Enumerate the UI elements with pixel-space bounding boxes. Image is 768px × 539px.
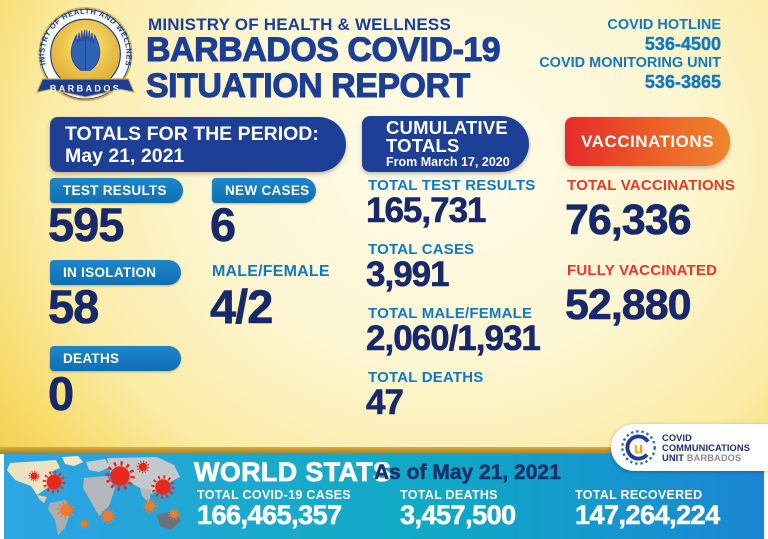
seal-ribbon [35, 78, 136, 98]
total-vaccinations-value: 76,336 [565, 196, 692, 245]
ccu-icon-letter: u [634, 441, 644, 458]
world-total-recovered-label: TOTAL RECOVERED [575, 488, 703, 502]
world-stats-as-of-date: As of May 21, 2021 [374, 461, 561, 485]
vaccinations-header: VACCINATIONS [565, 117, 730, 166]
total-test-results-value: 165,731 [366, 191, 487, 231]
period-date: May 21, 2021 [65, 144, 185, 167]
hotline-number: 536-4500 [644, 34, 721, 54]
hotline-label: COVID HOTLINE [607, 17, 721, 33]
total-deaths-value: 47 [366, 383, 405, 423]
hotline-block: COVID HOTLINE 536-4500 COVID MONITORING … [539, 17, 721, 93]
total-male-female-label: TOTAL MALE/FEMALE [368, 305, 533, 322]
total-cases-label: TOTAL CASES [368, 241, 475, 258]
test-results-label: TEST RESULTS [50, 178, 183, 203]
male-female-value: 4/2 [210, 280, 274, 334]
total-deaths-label: TOTAL DEATHS [368, 369, 484, 386]
ccu-line2: COMMUNICATIONS [662, 442, 750, 453]
world-stats-heading: WORLD STATS [194, 457, 392, 488]
fully-vaccinated-value: 52,880 [565, 281, 692, 330]
world-total-deaths-label: TOTAL DEATHS [400, 488, 498, 502]
ministry-name: MINISTRY OF HEALTH & WELLNESS [148, 15, 451, 34]
cumulative-heading-line2: TOTALS [386, 135, 460, 156]
ccu-badge-text: COVID COMMUNICATIONS UNIT BARBADOS [662, 433, 750, 463]
ccu-unit-word: UNIT [662, 452, 685, 463]
cumulative-totals-header: CUMULATIVE TOTALS From March 17, 2020 [362, 116, 529, 172]
report-title-line1: BARBADOS COVID-19 [145, 31, 501, 70]
total-male-female-value: 2,060/1,931 [366, 319, 542, 359]
ccu-line3: UNIT BARBADOS [662, 453, 750, 463]
gold-stripe-divider [0, 447, 768, 454]
new-cases-value: 6 [210, 198, 237, 252]
total-test-results-label: TOTAL TEST RESULTS [368, 177, 536, 194]
period-totals-header: TOTALS FOR THE PERIOD: May 21, 2021 [50, 117, 346, 172]
praying-hands-icon [70, 29, 101, 71]
world-total-cases-value: 166,465,357 [197, 500, 343, 531]
ministry-seal-icon: MINISTRY OF HEALTH AND WELLNESS BARBADOS [33, 6, 136, 102]
new-cases-label: NEW CASES [212, 178, 316, 203]
cumulative-since-date: From March 17, 2020 [386, 155, 510, 169]
in-isolation-label: IN ISOLATION [50, 260, 181, 285]
deaths-value: 0 [48, 367, 75, 421]
world-total-deaths-value: 3,457,500 [400, 500, 517, 531]
world-total-recovered-value: 147,264,224 [575, 500, 721, 531]
period-heading: TOTALS FOR THE PERIOD: [65, 122, 319, 145]
ccu-virus-gear-icon: u [621, 430, 656, 465]
total-vaccinations-label: TOTAL VACCINATIONS [567, 177, 736, 194]
ccu-line1: COVID [662, 432, 692, 443]
cumulative-heading-line1: CUMULATIVE [386, 117, 508, 138]
monitoring-unit-label: COVID MONITORING UNIT [539, 55, 721, 71]
in-isolation-value: 58 [48, 280, 100, 334]
test-results-value: 595 [48, 198, 125, 252]
deaths-label: DEATHS [50, 346, 181, 371]
world-total-cases-label: TOTAL COVID-19 CASES [197, 488, 351, 502]
report-title-line2: SITUATION REPORT [146, 67, 471, 106]
fully-vaccinated-label: FULLY VACCINATED [567, 262, 718, 279]
world-map-graphic [4, 454, 191, 539]
seal-ribbon-text: BARBADOS [50, 83, 121, 93]
male-female-label: MALE/FEMALE [212, 263, 330, 280]
monitoring-unit-number: 536-3865 [644, 72, 721, 92]
ccu-country-word: BARBADOS [686, 452, 742, 463]
total-cases-value: 3,991 [366, 255, 450, 295]
covid-communications-unit-badge: u COVID COMMUNICATIONS UNIT BARBADOS [611, 424, 768, 471]
